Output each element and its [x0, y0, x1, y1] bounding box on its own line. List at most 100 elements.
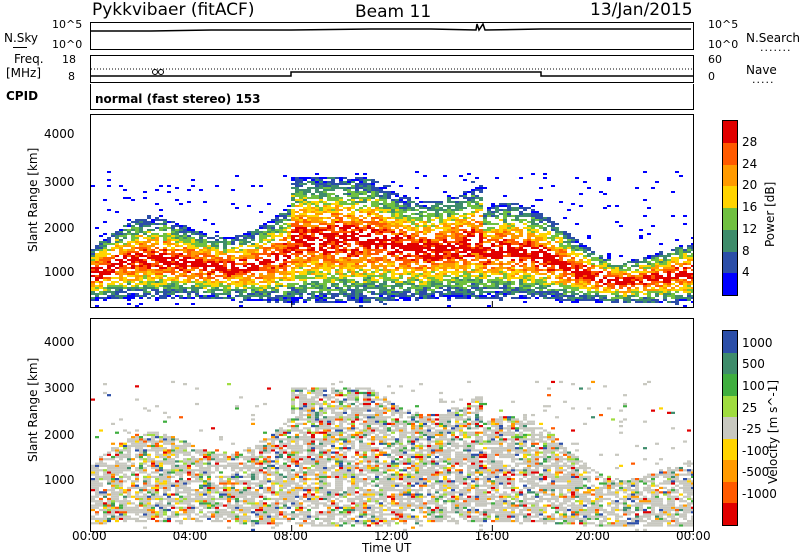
- heatmap-cell: [411, 207, 415, 209]
- heatmap-cell: [643, 271, 647, 273]
- heatmap-cell: [179, 237, 183, 239]
- heatmap-cell: [95, 271, 99, 273]
- heatmap-cell: [267, 263, 271, 265]
- heatmap-cell: [171, 273, 175, 275]
- heatmap-cell: [243, 299, 247, 301]
- heatmap-cell: [363, 289, 367, 291]
- heatmap-cell: [147, 251, 151, 253]
- heatmap-cell: [595, 289, 599, 291]
- heatmap-cell: [335, 249, 339, 251]
- heatmap-cell: [507, 227, 511, 229]
- heatmap-cell: [327, 217, 331, 219]
- heatmap-cell: [367, 245, 371, 247]
- heatmap-cell: [503, 205, 507, 207]
- heatmap-cell: [135, 277, 139, 279]
- heatmap-cell: [287, 255, 291, 257]
- heatmap-cell: [115, 267, 119, 269]
- heatmap-cell: [527, 237, 531, 239]
- heatmap-cell: [391, 263, 395, 265]
- heatmap-cell: [167, 295, 171, 297]
- heatmap-cell: [391, 211, 395, 213]
- heatmap-cell: [531, 227, 535, 229]
- heatmap-cell: [371, 181, 375, 183]
- heatmap-cell: [335, 287, 339, 289]
- heatmap-cell: [315, 281, 319, 283]
- colorbar-tick-label: 4: [742, 266, 750, 278]
- heatmap-cell: [351, 217, 355, 219]
- heatmap-cell: [315, 297, 319, 299]
- heatmap-cell: [655, 301, 659, 303]
- heatmap-cell: [475, 269, 479, 271]
- heatmap-cell: [371, 287, 375, 289]
- heatmap-cell: [555, 293, 559, 295]
- heatmap-cell: [263, 259, 267, 261]
- heatmap-cell: [435, 247, 439, 249]
- heatmap-cell: [147, 231, 151, 233]
- heatmap-cell: [519, 243, 523, 245]
- heatmap-cell: [507, 289, 511, 291]
- heatmap-cell: [475, 289, 479, 291]
- heatmap-cell: [535, 253, 539, 255]
- heatmap-cell: [191, 257, 195, 259]
- heatmap-cell: [175, 277, 179, 279]
- heatmap-cell: [319, 229, 323, 231]
- heatmap-cell: [395, 227, 399, 229]
- heatmap-cell: [611, 287, 615, 289]
- heatmap-cell: [435, 277, 439, 279]
- heatmap-cell: [359, 295, 363, 297]
- heatmap-cell: [367, 197, 371, 199]
- heatmap-cell: [275, 289, 279, 291]
- heatmap-cell: [455, 255, 459, 257]
- heatmap-cell: [359, 289, 363, 291]
- heatmap-cell: [651, 267, 655, 269]
- heatmap-cell: [195, 289, 199, 291]
- heatmap-cell: [615, 289, 619, 291]
- heatmap-cell: [607, 283, 611, 285]
- heatmap-cell: [95, 489, 99, 491]
- heatmap-cell: [267, 285, 271, 287]
- heatmap-cell: [527, 243, 531, 245]
- heatmap-cell: [527, 239, 531, 241]
- heatmap-cell: [99, 271, 103, 273]
- heatmap-cell: [467, 295, 471, 297]
- heatmap-cell: [359, 291, 363, 293]
- heatmap-cell: [279, 263, 283, 265]
- heatmap-cell: [391, 225, 395, 227]
- heatmap-cell: [419, 275, 423, 277]
- heatmap-cell: [351, 261, 355, 263]
- heatmap-cell: [519, 213, 523, 215]
- heatmap-cell: [567, 247, 571, 249]
- heatmap-cell: [95, 505, 99, 507]
- heatmap-cell: [359, 221, 363, 223]
- colorbar-tick-label: 16: [742, 201, 757, 213]
- heatmap-cell: [407, 227, 411, 229]
- heatmap-cell: [363, 235, 367, 237]
- heatmap-cell: [119, 269, 123, 271]
- heatmap-cell: [315, 227, 319, 229]
- heatmap-cell: [511, 269, 515, 271]
- heatmap-cell: [439, 217, 443, 219]
- heatmap-cell: [155, 241, 159, 243]
- heatmap-cell: [143, 273, 147, 275]
- heatmap-cell: [203, 281, 207, 283]
- heatmap-cell: [503, 211, 507, 213]
- heatmap-cell: [419, 219, 423, 221]
- heatmap-cell: [575, 267, 579, 269]
- heatmap-cell: [591, 253, 595, 255]
- heatmap-cell: [175, 289, 179, 291]
- heatmap-cell: [523, 257, 527, 259]
- heatmap-cell: [315, 215, 319, 217]
- heatmap-cell: [327, 253, 331, 255]
- heatmap-cell: [463, 215, 467, 217]
- heatmap-cell: [343, 265, 347, 267]
- heatmap-cell: [191, 185, 195, 187]
- heatmap-cell: [155, 265, 159, 267]
- heatmap-cell: [479, 209, 483, 211]
- heatmap-cell: [283, 219, 287, 221]
- heatmap-cell: [139, 253, 143, 255]
- heatmap-cell: [447, 197, 451, 199]
- heatmap-cell: [231, 263, 235, 265]
- heatmap-cell: [171, 237, 175, 239]
- heatmap-cell: [239, 257, 243, 259]
- heatmap-cell: [507, 249, 511, 251]
